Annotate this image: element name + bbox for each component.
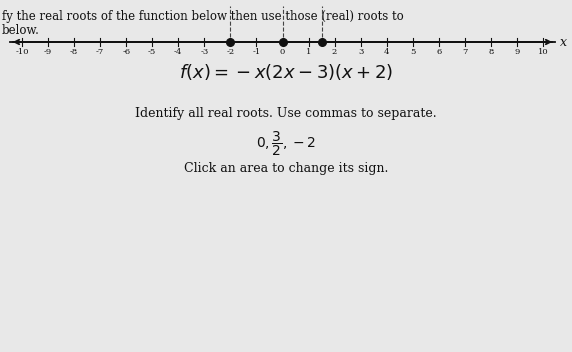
Text: $0, \dfrac{3}{2}, -2$: $0, \dfrac{3}{2}, -2$ (256, 130, 316, 158)
Text: Click an area to change its sign.: Click an area to change its sign. (184, 162, 388, 175)
Text: 10: 10 (538, 48, 549, 56)
Text: 4: 4 (384, 48, 390, 56)
Text: 0: 0 (280, 48, 285, 56)
Text: -5: -5 (148, 48, 156, 56)
Text: 9: 9 (514, 48, 519, 56)
Text: 1: 1 (306, 48, 311, 56)
Text: -2: -2 (227, 48, 235, 56)
Text: 3: 3 (358, 48, 363, 56)
Text: $f(x) = -x(2x-3)(x+2)$: $f(x) = -x(2x-3)(x+2)$ (179, 62, 393, 82)
Text: -6: -6 (122, 48, 130, 56)
Text: fy the real roots of the function below then use those (real) roots to: fy the real roots of the function below … (2, 10, 404, 23)
Text: 6: 6 (436, 48, 442, 56)
Text: -3: -3 (200, 48, 208, 56)
Text: 7: 7 (462, 48, 467, 56)
Text: Identify all real roots. Use commas to separate.: Identify all real roots. Use commas to s… (135, 107, 437, 120)
Text: -8: -8 (70, 48, 78, 56)
Text: below.: below. (2, 24, 40, 37)
Text: -9: -9 (44, 48, 52, 56)
Text: 2: 2 (332, 48, 337, 56)
Text: 8: 8 (488, 48, 494, 56)
Text: -1: -1 (252, 48, 261, 56)
Text: -10: -10 (15, 48, 29, 56)
Text: -7: -7 (96, 48, 104, 56)
Text: x: x (560, 36, 567, 49)
Text: 5: 5 (410, 48, 415, 56)
Text: -4: -4 (174, 48, 182, 56)
